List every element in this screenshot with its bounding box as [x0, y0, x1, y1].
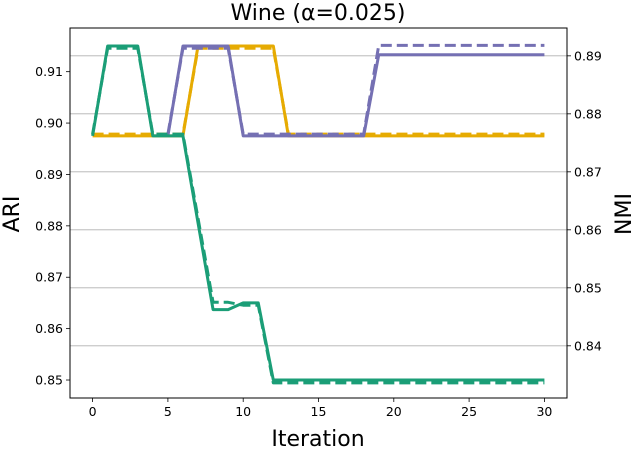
series-line-4-dashed	[166, 43, 545, 136]
x-tick-label: 5	[164, 404, 172, 419]
y-tick-label: 0.87	[35, 270, 63, 285]
y2-tick-label: 0.88	[574, 106, 602, 121]
y2-tick-label: 0.89	[574, 48, 602, 63]
x-tick-label: 15	[311, 404, 327, 419]
y2-axis-ticks: 0.84 0.85 0.86 0.87 0.88 0.89	[567, 48, 602, 353]
y2-tick-label: 0.84	[574, 338, 602, 353]
series-lines	[91, 43, 545, 385]
x-tick-label: 20	[386, 404, 402, 419]
x-tick-label: 25	[461, 404, 477, 419]
series-line-2-dashed	[92, 46, 545, 136]
y-tick-label: 0.86	[35, 321, 63, 336]
series-line-6-dashed	[91, 46, 545, 385]
chart-title: Wine (α=0.025)	[231, 1, 406, 26]
x-axis-label: Iteration	[271, 427, 364, 451]
y2-tick-label: 0.87	[574, 164, 602, 179]
y-tick-label: 0.85	[35, 373, 63, 388]
y2-tick-label: 0.85	[574, 280, 602, 295]
x-tick-label: 10	[235, 404, 251, 419]
y2-tick-label: 0.86	[574, 222, 602, 237]
y-axis-ticks: 0.85 0.86 0.87 0.88 0.89 0.90 0.91	[35, 64, 70, 388]
x-axis-ticks: 0 5 10 15 20 25 30	[89, 398, 552, 419]
y-axis-label: ARI	[0, 196, 25, 233]
y-tick-label: 0.89	[35, 167, 63, 182]
x-tick-label: 30	[536, 404, 552, 419]
y-tick-label: 0.91	[35, 64, 63, 79]
y-tick-label: 0.88	[35, 218, 63, 233]
series-line-3-solid	[166, 44, 545, 138]
y-tick-label: 0.90	[35, 116, 63, 131]
plot-background	[70, 28, 567, 398]
y2-axis-label: NMI	[612, 193, 636, 235]
x-tick-label: 0	[89, 404, 97, 419]
